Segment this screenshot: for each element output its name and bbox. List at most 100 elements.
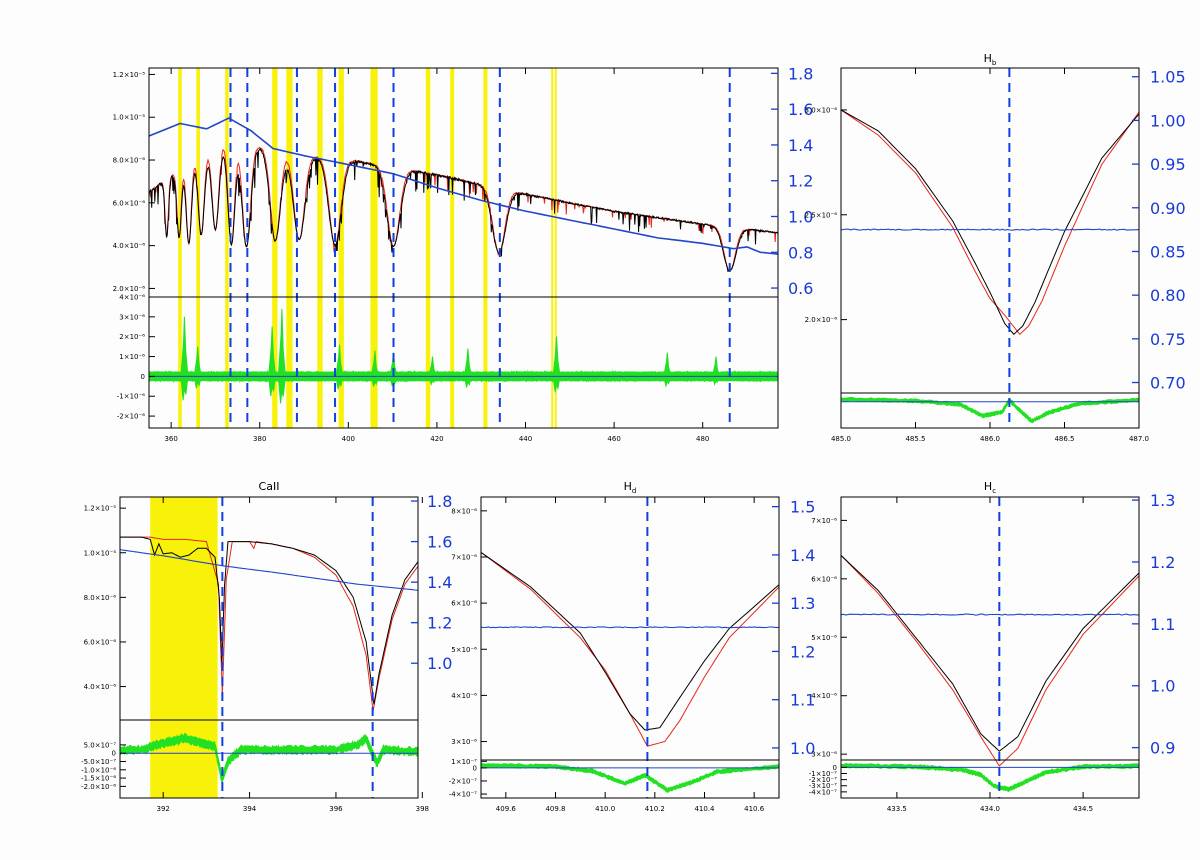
right-y-tick-label: 1.0 (427, 654, 452, 673)
plot-frame (480, 496, 780, 799)
y-tick-label: -2×10⁻⁶ (117, 413, 145, 421)
y-tick-label: 3×10⁻⁶ (451, 738, 477, 746)
right-y-tick-label: 1.2 (788, 172, 813, 191)
h-delta-panel: Hd 409.6 409.8 410.0 410.2 410.4 410.6 3×10⁻⁶ 4×… (449, 480, 816, 813)
y-tick-label: 3×10⁻⁶ (119, 313, 145, 321)
mask-region (338, 68, 344, 428)
x-tick-label: 360 (164, 435, 177, 443)
panel-title-main: H (624, 480, 632, 493)
y-tick-label: 0 (473, 764, 477, 772)
y-tick-label: -3×10⁻⁷ (809, 782, 837, 790)
right-y-tick-label: 1.3 (1150, 491, 1175, 510)
panel-title: Hb (984, 52, 997, 67)
x-tick-label: 440 (519, 435, 532, 443)
observed-spectrum-line (480, 551, 780, 731)
y-tick-label: 8×10⁻⁶ (451, 507, 477, 515)
full-spectrum-panel: 360 380 400 420 440 460 480 2.0×10⁻⁶ 4.0×10⁻⁶ 6.0… (113, 64, 814, 443)
right-y-tick-label: 1.6 (427, 533, 452, 552)
y-tick-label: 0 (141, 373, 145, 381)
model-spectrum-line (480, 551, 780, 747)
panel-title-subscript: b (992, 59, 997, 67)
x-tick-label: 392 (157, 805, 170, 813)
y-tick-label: 6.0×10⁻⁶ (113, 199, 146, 207)
x-tick-label: 433.5 (887, 805, 907, 813)
residual-band (840, 396, 1140, 424)
right-y-tick-label: 1.2 (1150, 553, 1175, 572)
ratio-line (480, 626, 780, 629)
plot-frame (840, 67, 1140, 429)
x-tick-label: 434.0 (980, 805, 1000, 813)
y-tick-label: -1.0×10⁻⁶ (81, 766, 116, 774)
y-tick-label: 2.5×10⁻⁶ (805, 211, 838, 219)
panel-title: CaII (259, 480, 280, 493)
right-y-tick-label: 0.80 (1150, 286, 1186, 305)
y-tick-label: 4×10⁻⁶ (451, 692, 477, 700)
right-y-tick-label: 0.6 (788, 279, 813, 298)
x-tick-label: 410.4 (694, 805, 715, 813)
y-tick-label: 1×10⁻⁷ (451, 758, 477, 766)
y-tick-label: 6×10⁻⁶ (451, 600, 477, 608)
residual-spike (277, 308, 286, 404)
y-tick-label: 8.0×10⁻⁶ (113, 157, 146, 165)
plot-frame (148, 67, 779, 429)
right-y-tick-label: 1.6 (788, 100, 813, 119)
right-y-tick-label: 0.8 (788, 243, 813, 262)
x-tick-label: 409.8 (545, 805, 565, 813)
y-tick-label: 7×10⁻⁶ (811, 517, 837, 525)
x-tick-label: 394 (243, 805, 257, 813)
right-y-tick-label: 0.85 (1150, 242, 1186, 261)
x-tick-label: 398 (416, 805, 429, 813)
x-tick-label: 396 (329, 805, 343, 813)
observed-spectrum-line (840, 555, 1140, 752)
mask-region (450, 68, 455, 428)
right-y-tick-label: 1.2 (790, 642, 815, 661)
panel-title-main: H (984, 52, 992, 65)
y-tick-label: 8.0×10⁻⁶ (84, 594, 117, 602)
right-y-tick-label: 1.4 (790, 546, 815, 565)
right-y-tick-label: 1.05 (1150, 68, 1186, 87)
y-tick-label: 4×10⁻⁶ (119, 294, 145, 302)
x-tick-label: 486.0 (980, 435, 1000, 443)
y-tick-label: 7×10⁻⁶ (451, 553, 477, 561)
y-tick-label: 1.0×10⁻⁵ (84, 549, 117, 557)
y-tick-label: -4×10⁻⁷ (809, 788, 837, 796)
x-tick-label: 410.2 (645, 805, 665, 813)
model-spectrum-line (840, 109, 1140, 336)
y-tick-label: -5.0×10⁻⁷ (81, 758, 116, 766)
right-y-tick-label: 1.1 (790, 691, 815, 710)
y-tick-label: 1×10⁻⁶ (119, 353, 145, 361)
y-tick-label: 0 (112, 750, 116, 758)
y-tick-label: 3×10⁻⁶ (811, 751, 837, 759)
observed-spectrum-line (148, 147, 778, 272)
residual-spike (463, 348, 473, 388)
right-y-tick-label: 1.0 (790, 739, 815, 758)
y-tick-label: 1.2×10⁻⁵ (113, 71, 146, 79)
y-tick-label: 6×10⁻⁶ (811, 575, 837, 583)
x-tick-label: 460 (607, 435, 620, 443)
y-tick-label: 0 (833, 764, 837, 772)
right-y-tick-label: 1.3 (790, 594, 815, 613)
x-tick-label: 410.0 (595, 805, 615, 813)
y-tick-label: -2.0×10⁻⁶ (81, 783, 116, 791)
y-tick-label: 4.0×10⁻⁶ (113, 242, 146, 250)
model-spectrum-line (148, 146, 779, 272)
ratio-line (840, 228, 1140, 231)
caii-panel: CaII 392 394 396 398 4.0×10⁻⁶ 6.0×10⁻⁶ 8.0×10⁻⁶… (81, 480, 452, 813)
mask-region (554, 68, 557, 428)
x-tick-label: 434.5 (1073, 805, 1093, 813)
y-tick-label: 6.0×10⁻⁶ (84, 638, 117, 646)
observed-spectrum-line (840, 109, 1140, 336)
y-tick-label: 5×10⁻⁶ (451, 646, 477, 654)
ratio-line (148, 117, 779, 255)
y-tick-label: 2.0×10⁻⁶ (805, 316, 838, 324)
plot-frame (119, 496, 419, 799)
right-y-tick-label: 0.70 (1150, 374, 1186, 393)
panel-title-main: CaII (259, 480, 280, 493)
mask-region (225, 68, 229, 428)
x-tick-label: 420 (430, 435, 443, 443)
right-y-tick-label: 1.0 (788, 207, 813, 226)
mask-region (317, 68, 323, 428)
ratio-line (119, 549, 419, 591)
right-y-tick-label: 0.95 (1150, 155, 1186, 174)
right-y-tick-label: 1.8 (788, 64, 813, 83)
